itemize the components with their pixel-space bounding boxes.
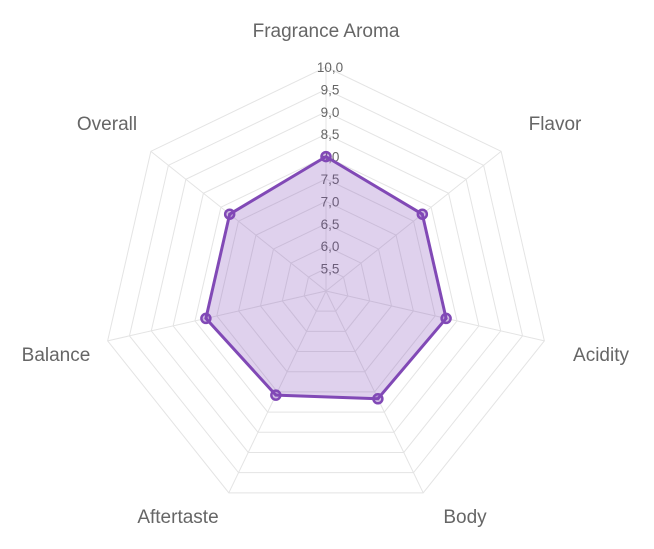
r-tick-label: 8,5 xyxy=(321,127,340,142)
radar-series xyxy=(200,150,452,405)
grid-spoke xyxy=(325,290,424,494)
data-point[interactable] xyxy=(223,208,236,220)
grid-ring xyxy=(216,178,436,393)
radar-axis-labels: Fragrance Aroma Flavor Acidity Body Aftertas… xyxy=(22,21,630,528)
axis-label: Flavor xyxy=(529,114,582,135)
axis-label: Body xyxy=(443,507,487,528)
r-tick-label: 6,0 xyxy=(321,239,340,254)
grid-spoke xyxy=(107,290,327,342)
grid-ring xyxy=(150,111,502,453)
r-tick-label: 10,0 xyxy=(317,60,343,75)
r-tick-label: 9,0 xyxy=(321,105,340,120)
axis-label: Acidity xyxy=(573,345,629,366)
grid-spoke xyxy=(325,150,502,292)
data-point[interactable] xyxy=(372,393,384,405)
grid-ring xyxy=(107,66,545,494)
radar-grid xyxy=(107,66,545,494)
radar-tick-labels: 5,56,06,57,07,58,08,59,09,510,0 xyxy=(317,60,343,277)
r-tick-label: 5,5 xyxy=(321,262,340,277)
grid-ring xyxy=(194,156,458,413)
r-tick-label: 7,0 xyxy=(321,194,340,209)
grid-spoke xyxy=(150,150,327,292)
radar-spokes xyxy=(107,67,545,494)
series-area xyxy=(204,155,448,401)
grid-spoke xyxy=(325,290,545,342)
grid-ring xyxy=(281,245,371,332)
grid-ring xyxy=(259,223,393,353)
r-tick-label: 7,5 xyxy=(321,172,340,187)
r-tick-label: 9,5 xyxy=(321,82,340,97)
data-point[interactable] xyxy=(440,312,452,325)
data-point[interactable] xyxy=(200,312,212,325)
data-point[interactable] xyxy=(270,389,282,401)
data-point[interactable] xyxy=(320,150,332,163)
data-point[interactable] xyxy=(416,208,429,220)
axis-label: Aftertaste xyxy=(137,507,218,528)
axis-label: Fragrance Aroma xyxy=(253,21,400,42)
grid-ring xyxy=(303,268,349,312)
grid-ring xyxy=(172,133,480,433)
r-tick-label: 6,5 xyxy=(321,217,340,232)
axis-label: Overall xyxy=(77,114,137,135)
axis-label: Balance xyxy=(22,345,91,366)
grid-ring xyxy=(128,88,524,474)
grid-ring xyxy=(238,200,414,373)
